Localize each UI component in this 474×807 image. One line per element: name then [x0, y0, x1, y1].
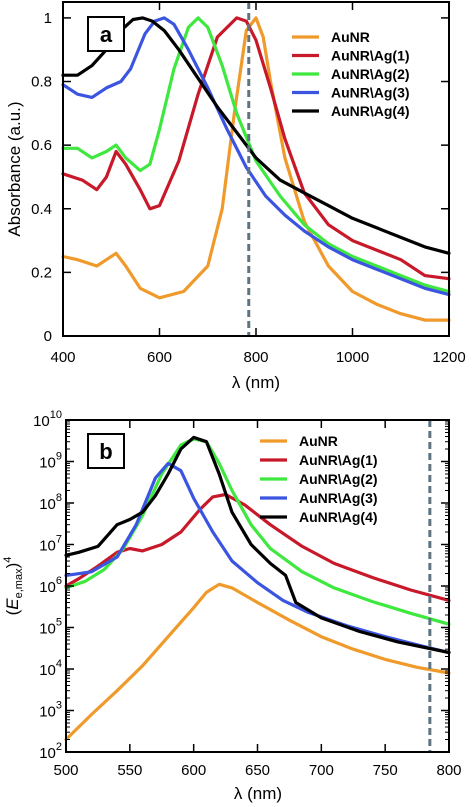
- panel-b-y-axis-label-close: ): [3, 563, 22, 569]
- panel-b-x-tick-label: 600: [181, 762, 206, 779]
- panel-a-series-aunr: [61, 16, 451, 322]
- panel-a-y-ticks: 0 0.2 0.4 0.6 0.8 1: [31, 10, 449, 345]
- panel-b-x-tick-label: 750: [373, 762, 398, 779]
- panel-a-x-tick-label: 1000: [336, 349, 369, 366]
- panel-a-legend-label-aunr-ag-4: AuNR\Ag(4): [331, 103, 410, 119]
- panel-b-x-ticks: 500 550 600 650 700 750 800: [53, 420, 462, 779]
- panel-b-series-aunr-ag-1: [64, 492, 451, 602]
- panel-a-series-aunr-ag-1: [61, 16, 451, 281]
- panel-a-y-tick-label: 0.6: [31, 137, 52, 154]
- panel-b-y-tick-base: 10: [39, 538, 56, 555]
- panel-a-series-aunr-ag-3: [61, 16, 451, 297]
- panel-b-x-tick-label: 800: [436, 762, 461, 779]
- panel-b-y-tick-base: 10: [39, 621, 56, 638]
- panel-a-y-tick-label: 0.8: [31, 74, 52, 91]
- panel-a-x-tick-label: 600: [147, 349, 172, 366]
- panel-b-series-aunr: [64, 582, 451, 742]
- panel-a-series-aunr-ag-2: [61, 16, 451, 294]
- panel-a-legend-label-aunr: AuNR: [331, 29, 370, 45]
- panel-a-legend-label-aunr-ag-1: AuNR\Ag(1): [331, 48, 410, 64]
- panel-b-y-axis-label-sub: e,max: [13, 568, 25, 598]
- panel-b-legend-label-aunr-ag-3: AuNR\Ag(3): [299, 490, 378, 506]
- panel-b-y-tick-exponent: 7: [56, 534, 62, 546]
- panel-b-y-tick-base: 10: [39, 455, 56, 472]
- panel-b-y-tick-label: 107: [39, 534, 62, 555]
- panel-b-y-axis-label: (Ee,max)4: [2, 557, 25, 616]
- panel-b-y-tick-base: 10: [39, 579, 56, 596]
- panel-b-legend: AuNR AuNR\Ag(1) AuNR\Ag(2) AuNR\Ag(3) AuNR\A…: [260, 433, 378, 525]
- panel-b: 500 550 600 650 700 750 800 102103104105106107…: [2, 409, 462, 803]
- panel-a-x-axis-label: λ (nm): [232, 373, 280, 392]
- panel-b-y-tick-base: 10: [39, 662, 56, 679]
- panel-b-y-tick-label: 108: [39, 492, 62, 513]
- panel-a-legend-label-aunr-ag-3: AuNR\Ag(3): [331, 85, 410, 101]
- panel-a-tag-label: a: [100, 22, 113, 47]
- panel-b-y-tick-exponent: 3: [56, 700, 62, 712]
- panel-b-y-tick-base: 10: [33, 413, 50, 430]
- panel-a-x-ticks: 400 600 800 1000 1200: [50, 2, 466, 366]
- panel-b-y-tick-exponent: 9: [56, 451, 62, 463]
- panel-b-y-axis-label-sup: 4: [2, 557, 14, 563]
- panel-b-tag: b: [87, 433, 125, 469]
- panel-b-series-group: [64, 435, 451, 742]
- panel-b-x-tick-label: 500: [53, 762, 78, 779]
- panel-a-x-tick-label: 800: [243, 349, 268, 366]
- panel-b-y-tick-exponent: 2: [56, 741, 62, 753]
- panel-a-y-axis-label: Absorbance (a.u.): [5, 101, 24, 236]
- panel-b-x-axis-label: λ (nm): [234, 784, 282, 803]
- panel-b-y-tick-label: 109: [39, 451, 62, 472]
- panel-a-legend: AuNR AuNR\Ag(1) AuNR\Ag(2) AuNR\Ag(3) AuNR\A…: [292, 29, 410, 119]
- panel-a-y-tick-label: 0: [44, 328, 52, 345]
- panel-b-plot-frame: [65, 419, 450, 753]
- panel-b-y-tick-label: 102: [39, 741, 62, 762]
- panel-a-y-tick-label: 1: [44, 10, 52, 27]
- panel-a-legend-label-aunr-ag-2: AuNR\Ag(2): [331, 66, 410, 82]
- panel-b-legend-label-aunr-ag-1: AuNR\Ag(1): [299, 452, 378, 468]
- panel-b-series-aunr-ag-3: [64, 461, 451, 655]
- panel-b-legend-label-aunr: AuNR: [299, 433, 338, 449]
- panel-b-series-aunr-ag-4: [64, 435, 451, 655]
- panel-b-y-tick-label: 106: [39, 575, 62, 596]
- panel-b-y-tick-exponent: 8: [56, 492, 62, 504]
- panel-b-y-tick-exponent: 5: [56, 617, 62, 629]
- panel-b-y-tick-label: 1010: [33, 409, 62, 430]
- panel-b-y-tick-exponent: 4: [56, 658, 62, 670]
- panel-b-y-tick-base: 10: [39, 496, 56, 513]
- panel-a-tag: a: [87, 16, 125, 52]
- panel-b-y-tick-base: 10: [39, 745, 56, 762]
- panel-b-x-tick-label: 550: [117, 762, 142, 779]
- panel-b-legend-label-aunr-ag-4: AuNR\Ag(4): [299, 509, 378, 525]
- panel-b-y-tick-label: 105: [39, 617, 62, 638]
- panel-a-x-tick-label: 1200: [432, 349, 465, 366]
- panel-b-y-tick-label: 103: [39, 700, 62, 721]
- panel-b-y-tick-base: 10: [39, 704, 56, 721]
- panel-b-y-tick-exponent: 6: [56, 575, 62, 587]
- panel-b-legend-label-aunr-ag-2: AuNR\Ag(2): [299, 471, 378, 487]
- panel-b-x-tick-label: 650: [245, 762, 270, 779]
- panel-b-x-tick-label: 700: [309, 762, 334, 779]
- panel-b-tag-label: b: [99, 439, 112, 464]
- panel-b-y-axis-label-open: (: [3, 609, 22, 615]
- panel-a-y-tick-label: 0.2: [31, 264, 52, 281]
- panel-b-y-axis-label-e: E: [3, 598, 22, 610]
- panel-a: 400 600 800 1000 1200 00.20.40.60.81 λ (nm) …: [5, 1, 466, 392]
- panel-a-y-tick-label: 0.4: [31, 201, 52, 218]
- panel-a-x-tick-label: 400: [50, 349, 75, 366]
- panel-a-tag-box: [87, 16, 125, 52]
- panel-b-tag-box: [87, 433, 125, 469]
- panel-b-y-tick-label: 104: [39, 658, 62, 679]
- panel-b-y-tick-exponent: 10: [50, 409, 62, 421]
